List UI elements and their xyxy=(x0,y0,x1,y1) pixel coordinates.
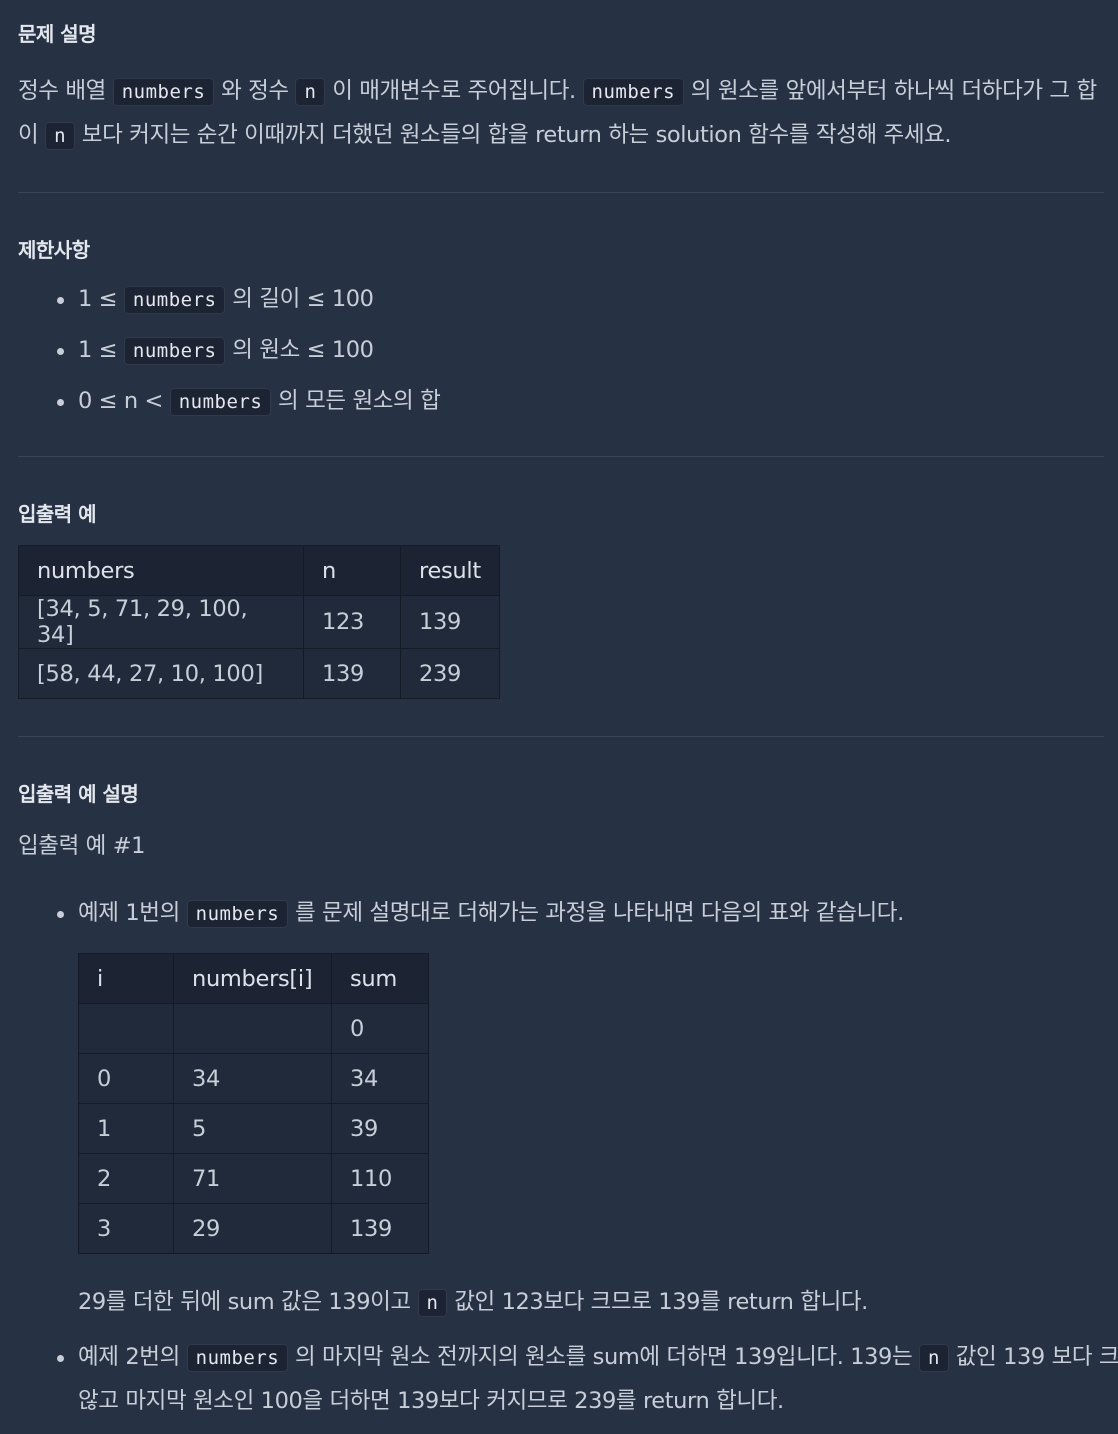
table-row: 3 29 139 xyxy=(78,1203,429,1254)
table-cell: 71 xyxy=(173,1153,332,1204)
table-cell: 110 xyxy=(331,1153,429,1204)
divider xyxy=(18,456,1104,457)
table-row: 1 5 39 xyxy=(78,1103,429,1154)
table-cell: 139 xyxy=(400,595,500,649)
header-cell: numbers[i] xyxy=(173,953,332,1004)
section-title-description: 문제 설명 xyxy=(18,22,97,46)
explanation-list: 예제 1번의 numbers 를 문제 설명대로 더해가는 과정을 나타내면 다… xyxy=(18,892,1118,936)
table-row: 0 34 34 xyxy=(78,1053,429,1104)
inline-code: numbers xyxy=(112,78,215,106)
section-title-constraints: 제한사항 xyxy=(18,238,90,262)
list-item: 1 ≤ numbers 의 원소 ≤ 100 xyxy=(56,329,440,373)
explanation-list-2: 예제 2번의 numbers 의 마지막 원소 전까지의 원소를 sum에 더하… xyxy=(18,1336,1118,1423)
table-cell: 5 xyxy=(173,1103,332,1154)
inline-code: numbers xyxy=(582,78,685,106)
list-item: 예제 2번의 numbers 의 마지막 원소 전까지의 원소를 sum에 더하… xyxy=(57,1336,1118,1423)
header-cell: sum xyxy=(331,953,429,1004)
table-cell: 1 xyxy=(78,1103,174,1154)
header-cell: result xyxy=(400,545,500,596)
table-row: [34, 5, 71, 29, 100, 34] 123 139 xyxy=(18,595,500,649)
example-note: 29를 더한 뒤에 sum 값은 139이고 n 값인 123보다 크므로 13… xyxy=(78,1289,868,1317)
inline-code: numbers xyxy=(123,286,226,314)
sum-process-table: i numbers[i] sum 0 0 34 34 1 5 39 2 71 1… xyxy=(78,953,429,1254)
table-cell: 39 xyxy=(331,1103,429,1154)
table-cell xyxy=(78,1003,174,1054)
divider xyxy=(18,192,1104,193)
table-cell: 239 xyxy=(400,648,500,699)
table-row: 0 xyxy=(78,1003,429,1054)
table-cell: 139 xyxy=(303,648,401,699)
table-cell xyxy=(173,1003,332,1054)
table-row: [58, 44, 27, 10, 100] 139 239 xyxy=(18,648,500,699)
table-cell: [34, 5, 71, 29, 100, 34] xyxy=(18,595,304,649)
example-subtitle: 입출력 예 #1 xyxy=(18,833,146,859)
header-cell: n xyxy=(303,545,401,596)
table-cell: 29 xyxy=(173,1203,332,1254)
table-cell: 123 xyxy=(303,595,401,649)
list-item: 1 ≤ numbers 의 길이 ≤ 100 xyxy=(56,278,440,322)
table-cell: [58, 44, 27, 10, 100] xyxy=(18,648,304,699)
section-title-explanation: 입출력 예 설명 xyxy=(18,782,139,806)
table-cell: 139 xyxy=(331,1203,429,1254)
section-title-examples: 입출력 예 xyxy=(18,502,97,526)
inline-code: n xyxy=(295,78,326,106)
table-cell: 34 xyxy=(173,1053,332,1104)
constraints-list: 1 ≤ numbers 의 길이 ≤ 100 1 ≤ numbers 의 원소 … xyxy=(18,278,441,424)
inline-code: numbers xyxy=(123,337,226,365)
table-header-row: numbers n result xyxy=(18,545,500,596)
list-item: 0 ≤ n < numbers 의 모든 원소의 합 xyxy=(56,380,441,424)
header-cell: numbers xyxy=(18,545,304,596)
table-cell: 0 xyxy=(331,1003,429,1054)
header-cell: i xyxy=(78,953,174,1004)
inline-code: n xyxy=(45,122,76,150)
inline-code: n xyxy=(919,1344,949,1372)
table-row: 2 71 110 xyxy=(78,1153,429,1204)
inline-code: n xyxy=(417,1289,448,1317)
inline-code: numbers xyxy=(186,900,289,928)
examples-table: numbers n result [34, 5, 71, 29, 100, 34… xyxy=(18,545,500,699)
inline-code: numbers xyxy=(169,388,272,416)
table-cell: 3 xyxy=(78,1203,174,1254)
list-item: 예제 1번의 numbers 를 문제 설명대로 더해가는 과정을 나타내면 다… xyxy=(57,892,1118,936)
description-paragraph: 정수 배열 numbers 와 정수 n 이 매개변수로 주어집니다. numb… xyxy=(18,78,1097,150)
table-cell: 2 xyxy=(78,1153,174,1204)
table-header-row: i numbers[i] sum xyxy=(78,953,429,1004)
table-cell: 0 xyxy=(78,1053,174,1104)
inline-code: numbers xyxy=(186,1344,289,1372)
table-cell: 34 xyxy=(331,1053,429,1104)
divider xyxy=(18,736,1104,737)
